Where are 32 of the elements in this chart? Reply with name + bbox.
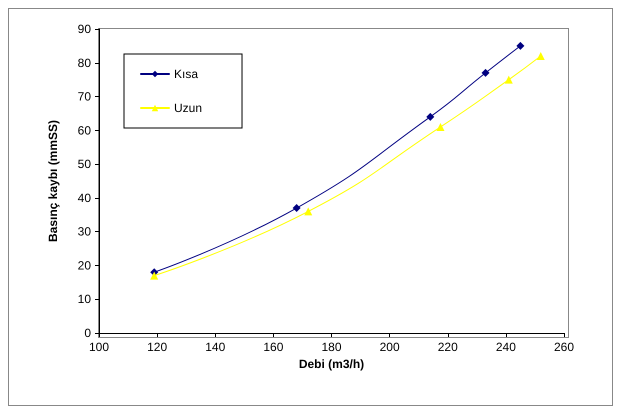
- point: [536, 52, 545, 60]
- point: [482, 68, 490, 77]
- x-tick-label: 180: [321, 340, 342, 354]
- y-tick-label: 90: [78, 22, 92, 36]
- y-tick-label: 60: [78, 123, 92, 138]
- x-tick-label: 100: [88, 340, 110, 354]
- y-tick-label: 30: [78, 224, 92, 239]
- y-tick-label: 0: [84, 326, 92, 340]
- legend-label: Uzun: [174, 101, 202, 115]
- y-tick-label: 50: [78, 157, 92, 172]
- x-tick-label: 200: [380, 340, 400, 354]
- y-tick-label: 70: [78, 90, 92, 104]
- y-tick-label: 80: [78, 56, 92, 70]
- x-tick-label: 120: [147, 340, 168, 354]
- y-tick-label: 10: [78, 292, 92, 306]
- x-tick-label: 220: [438, 340, 458, 354]
- y-tick-label: 20: [78, 258, 92, 272]
- x-tick-label: 240: [496, 340, 516, 354]
- y-axis-title: Basınç kaybı (mmSS): [46, 120, 60, 242]
- y-tick-label: 40: [78, 190, 92, 205]
- x-axis-title: Debi (m3/h): [298, 356, 364, 371]
- point: [436, 122, 444, 131]
- x-tick-label: 160: [263, 340, 284, 354]
- x-tick-label: 140: [205, 340, 226, 354]
- legend-label: Kısa: [174, 67, 198, 81]
- x-tick-label: 260: [554, 340, 574, 354]
- point: [504, 76, 513, 84]
- point: [304, 207, 312, 216]
- point: [150, 272, 158, 280]
- point: [292, 204, 301, 212]
- point: [516, 42, 524, 50]
- point: [426, 112, 434, 121]
